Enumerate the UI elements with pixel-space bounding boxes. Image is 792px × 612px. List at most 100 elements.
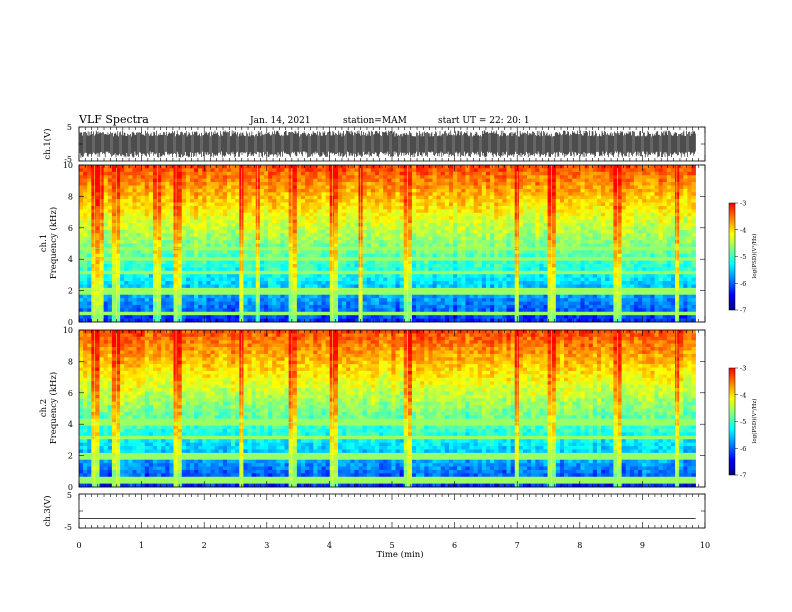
spectrogram-cell [247,226,252,231]
spectrogram-cell [333,188,339,193]
spectrogram-cell [379,250,384,255]
spectrogram-cell [366,294,372,299]
spectrogram-cell [329,209,335,214]
spectrogram-cell [280,209,285,214]
spectrogram-cell [152,308,158,313]
spectrogram-cell [263,175,269,179]
spectrogram-cell [272,308,277,313]
spectrogram-cell [116,226,121,231]
spectrogram-cell [309,318,314,323]
spectrogram-cell [177,318,183,323]
spectrogram-cell [202,304,207,309]
spectrogram-cell [346,209,351,214]
spectrogram-cell [83,277,88,282]
spectrogram-cell [342,202,347,207]
spectrogram-cell [374,171,380,176]
spectrogram-cell [247,185,252,190]
spectrogram-cell [428,318,433,323]
spectrogram-cell [157,263,162,268]
spectrogram-cell [469,250,474,255]
spectrogram-cell [313,281,318,285]
spectrogram-cell [181,195,187,200]
spectrogram-cell [206,240,211,244]
spectrogram-cell [366,304,372,309]
spectrogram-cell [116,212,121,217]
spectrogram-cell [83,263,88,268]
spectrogram-cell [222,233,228,237]
spectrogram-cell [362,223,368,227]
spectrogram-cell [99,298,104,302]
spectrogram-cell [411,168,417,173]
spectrogram-cell [169,216,174,220]
spectrogram-cell [231,263,236,268]
spectrogram-cell [370,246,376,251]
spectrogram-cell [185,233,191,237]
spectrogram-cell [325,318,331,323]
spectrogram-cell [403,243,409,248]
spectrogram-cell [411,250,417,255]
spectrogram-cell [218,171,224,176]
spectrogram-cell [309,301,314,306]
spectrogram-cell [276,195,281,200]
spectrogram-cell [387,219,392,224]
spectrogram-cell [284,229,289,234]
spectrogram-cell [490,199,495,203]
spectrogram-cell [111,185,117,190]
spectrogram-cell [202,270,207,275]
spectrogram-cell [87,304,92,309]
spectrogram-cell [498,250,503,255]
spectrogram-cell [448,315,454,319]
spectrogram-cell [231,246,236,251]
spectrogram-cell [185,243,191,248]
spectrogram-cell [231,308,236,313]
spectrogram-cell [350,250,355,255]
spectrogram-cell [453,175,458,179]
spectrogram-cell [325,185,331,190]
spectrogram-cell [494,294,499,299]
spectrogram-cell [79,308,84,313]
spectrogram-cell [189,165,195,169]
spectrogram-cell [477,212,483,217]
spectrogram-cell [436,178,442,183]
spectrogram-cell [399,318,405,323]
spectrogram-cell [428,250,433,255]
spectrogram-cell [148,260,154,265]
spectrogram-cell [107,236,113,241]
spectrogram-cell [251,318,257,323]
spectrogram-cell [87,229,92,234]
spectrogram-cell [87,182,92,186]
spectrogram-cell [169,240,174,244]
spectrogram-cell [120,233,125,237]
spectrogram-cell [420,291,425,295]
spectrogram-cell [243,209,248,214]
spectrogram-cell [354,205,359,210]
spectrogram-cell [457,195,462,200]
spectrogram-cell [169,236,174,241]
spectrogram-cell [485,219,491,224]
spectrogram-cell [300,188,306,193]
spectrogram-cell [313,267,318,272]
spectrogram-cell [157,298,162,302]
spectrogram-cell [436,205,442,210]
spectrogram-cell [490,209,495,214]
spectrogram-cell [461,281,466,285]
spectrogram-cell [103,304,109,309]
spectrogram-cell [379,209,384,214]
spectrogram-cell [490,226,495,231]
spectrogram-cell [444,202,450,207]
spectrogram-cell [485,281,491,285]
spectrogram-cell [194,281,199,285]
spectrogram-cell [198,165,203,169]
spectrogram-cell [284,287,289,292]
spectrogram-cell [157,318,162,323]
spectrogram-cell [243,315,248,319]
spectrogram-cell [403,219,409,224]
spectrogram-cell [321,304,326,309]
spectrogram-cell [346,243,351,248]
spectrogram-cell [263,195,269,200]
spectrogram-cell [247,182,252,186]
spectrogram-cell [383,246,388,251]
spectrogram-cell [165,223,170,227]
spectrogram-cell [399,199,405,203]
spectrogram-cell [169,281,174,285]
